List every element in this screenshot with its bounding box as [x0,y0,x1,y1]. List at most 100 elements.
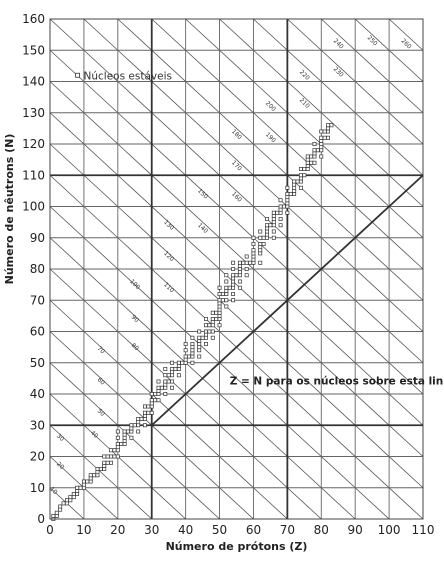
stable-nucleus-point [119,442,124,446]
stable-nucleus-point [278,223,283,228]
stable-nucleus-point [68,495,73,500]
stable-nuclei-points [51,123,334,521]
stable-nucleus-point [146,410,151,415]
x-tick-label: 20 [110,523,125,537]
stable-nucleus-point [197,335,202,340]
stable-nucleus-point [183,354,188,359]
stable-nucleus-point [251,257,256,262]
stable-nucleus-point [285,185,290,190]
stable-nucleus-point [282,204,286,209]
stable-nucleus-point [312,160,317,165]
stable-nucleus-point [61,501,66,506]
stable-nucleus-point [251,251,256,256]
stable-nucleus-point [115,445,120,450]
stable-nucleus-point [139,417,144,421]
stable-nucleus-point [85,479,90,484]
stable-nucleus-point [217,301,222,306]
stable-nucleus-point [132,423,137,428]
stable-nucleus-point [224,292,229,296]
stable-nucleus-point [224,288,229,293]
stable-nucleus-point [129,435,134,440]
stable-nucleus-point [210,320,215,325]
isobar-label: 30 [55,433,65,443]
stable-nucleus-point [305,157,310,162]
stable-nucleus-point [176,363,181,368]
stable-nucleus-point [265,229,269,234]
stable-nucleus-point [207,329,212,334]
isobar-line [49,424,152,520]
stable-nucleus-point [231,276,236,281]
stable-nucleus-point [315,148,320,153]
stable-nucleus-point [231,292,236,296]
stable-nucleus-point [88,476,93,481]
stable-nucleus-point [58,504,63,509]
legend-marker-square [75,72,80,78]
y-tick-label: 60 [30,325,45,339]
stable-nucleus-point [58,507,63,512]
stable-nucleus-point [142,404,147,409]
stable-nucleus-point [197,345,202,350]
stable-nucleus-point [149,404,154,409]
isobar-label: 70 [96,345,106,355]
stable-nucleus-point [275,210,280,215]
stable-nucleus-point [231,260,236,265]
stable-nucleus-point [163,392,168,396]
stable-nucleus-point [231,282,236,287]
stable-nucleus-point [176,367,181,371]
y-tick-label: 130 [22,106,45,120]
stable-nucleus-point [217,298,222,303]
stable-nucleus-point [265,223,269,228]
stable-nucleus-point [214,310,219,315]
stable-nucleus-point [71,495,76,500]
stable-nucleus-point [210,323,215,328]
stable-nucleus-point [251,248,256,253]
stable-nucleus-point [81,479,86,484]
isobar-line [49,49,424,395]
stable-nucleus-point [237,270,242,275]
y-tick-labels: 0 10 20 30 40 50 60 70 80 90 100 110 120 130 140 150 160 [22,12,45,526]
y-tick-label: 40 [30,387,45,401]
stable-nucleus-point [295,179,300,184]
stable-nucleus-point [190,335,195,340]
stable-nucleus-point [149,392,154,396]
stable-nucleus-point [81,482,86,487]
stable-nucleus-point [292,188,297,193]
stable-nucleus-point [170,373,175,378]
stable-nucleus-point [326,126,331,131]
stable-nucleus-point [285,192,290,196]
stable-nucleus-point [102,454,107,459]
isobar-line [253,18,424,176]
stable-nucleus-point [217,317,222,321]
stable-nucleus-point [163,373,168,378]
stable-nucleus-point [326,135,331,140]
stable-nucleus-point [122,429,127,434]
stable-nucleus-point [112,454,117,459]
stable-nucleus-point [231,267,236,271]
stable-nucleus-point [180,360,185,365]
stable-nucleus-point [207,323,212,328]
stable-nucleus-point [237,273,242,278]
z-equals-n-annotation: Z = N para os núcleos sobre esta linha [230,376,444,388]
stable-nucleus-point [115,454,120,459]
stable-nucleus-point [231,285,236,290]
stable-nucleus-point [92,473,97,478]
stable-nucleus-point [153,392,158,396]
y-tick-label: 150 [22,43,45,57]
stable-nucleus-point [109,448,113,453]
isobar-line [321,18,424,114]
emphasized-grid-lines [50,19,423,519]
stable-nucleus-point [217,304,222,309]
x-tick-label: 30 [144,523,159,537]
stable-nucleus-point [159,385,164,390]
stable-nucleus-point [109,460,113,465]
stable-nucleus-point [278,204,283,209]
stable-nucleus-point [329,123,334,128]
stable-nucleus-point [217,285,222,290]
stable-nucleus-point [271,213,276,218]
stable-nucleus-point [163,385,168,390]
stable-nucleus-point [224,285,229,290]
stable-nucleus-point [204,317,208,321]
stable-nucleus-point [326,129,331,134]
